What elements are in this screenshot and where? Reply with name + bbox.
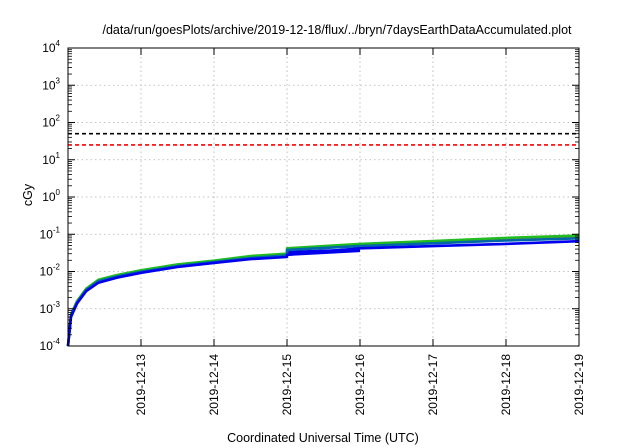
- x-tick-label: 2019-12-18: [499, 354, 513, 416]
- y-tick-label: 10-4: [40, 337, 61, 353]
- x-tick-label: 2019-12-13: [134, 354, 148, 416]
- y-axis-label: cGy: [21, 183, 35, 206]
- y-tick-label: 102: [42, 114, 60, 130]
- chart-title: /data/run/goesPlots/archive/2019-12-18/f…: [102, 23, 572, 37]
- y-tick-label: 10-1: [40, 225, 61, 241]
- data-series-line: [66, 239, 580, 347]
- y-tick-label: 103: [42, 76, 60, 92]
- data-series-line: [66, 237, 580, 347]
- x-axis-ticks: 2019-12-13 2019-12-14 2019-12-15 2019-12-16…: [134, 48, 586, 415]
- data-series: [66, 234, 580, 347]
- y-tick-label: 100: [42, 188, 60, 204]
- y-tick-label: 10-3: [40, 300, 61, 316]
- reference-lines: [68, 132, 579, 146]
- grid: [68, 48, 579, 346]
- x-tick-label: 2019-12-19: [572, 354, 586, 416]
- y-tick-label: 104: [42, 39, 60, 55]
- x-tick-label: 2019-12-17: [426, 354, 440, 416]
- x-tick-label: 2019-12-16: [353, 354, 367, 416]
- y-tick-label: 101: [42, 151, 60, 167]
- y-tick-label: 10-2: [40, 263, 61, 279]
- x-axis-label: Coordinated Universal Time (UTC): [227, 431, 419, 445]
- y-axis-ticks: 10-4 10-3 10-2 10-1 100 101 102 103 104: [40, 39, 579, 353]
- x-tick-label: 2019-12-15: [280, 354, 294, 416]
- x-tick-label: 2019-12-14: [207, 354, 221, 416]
